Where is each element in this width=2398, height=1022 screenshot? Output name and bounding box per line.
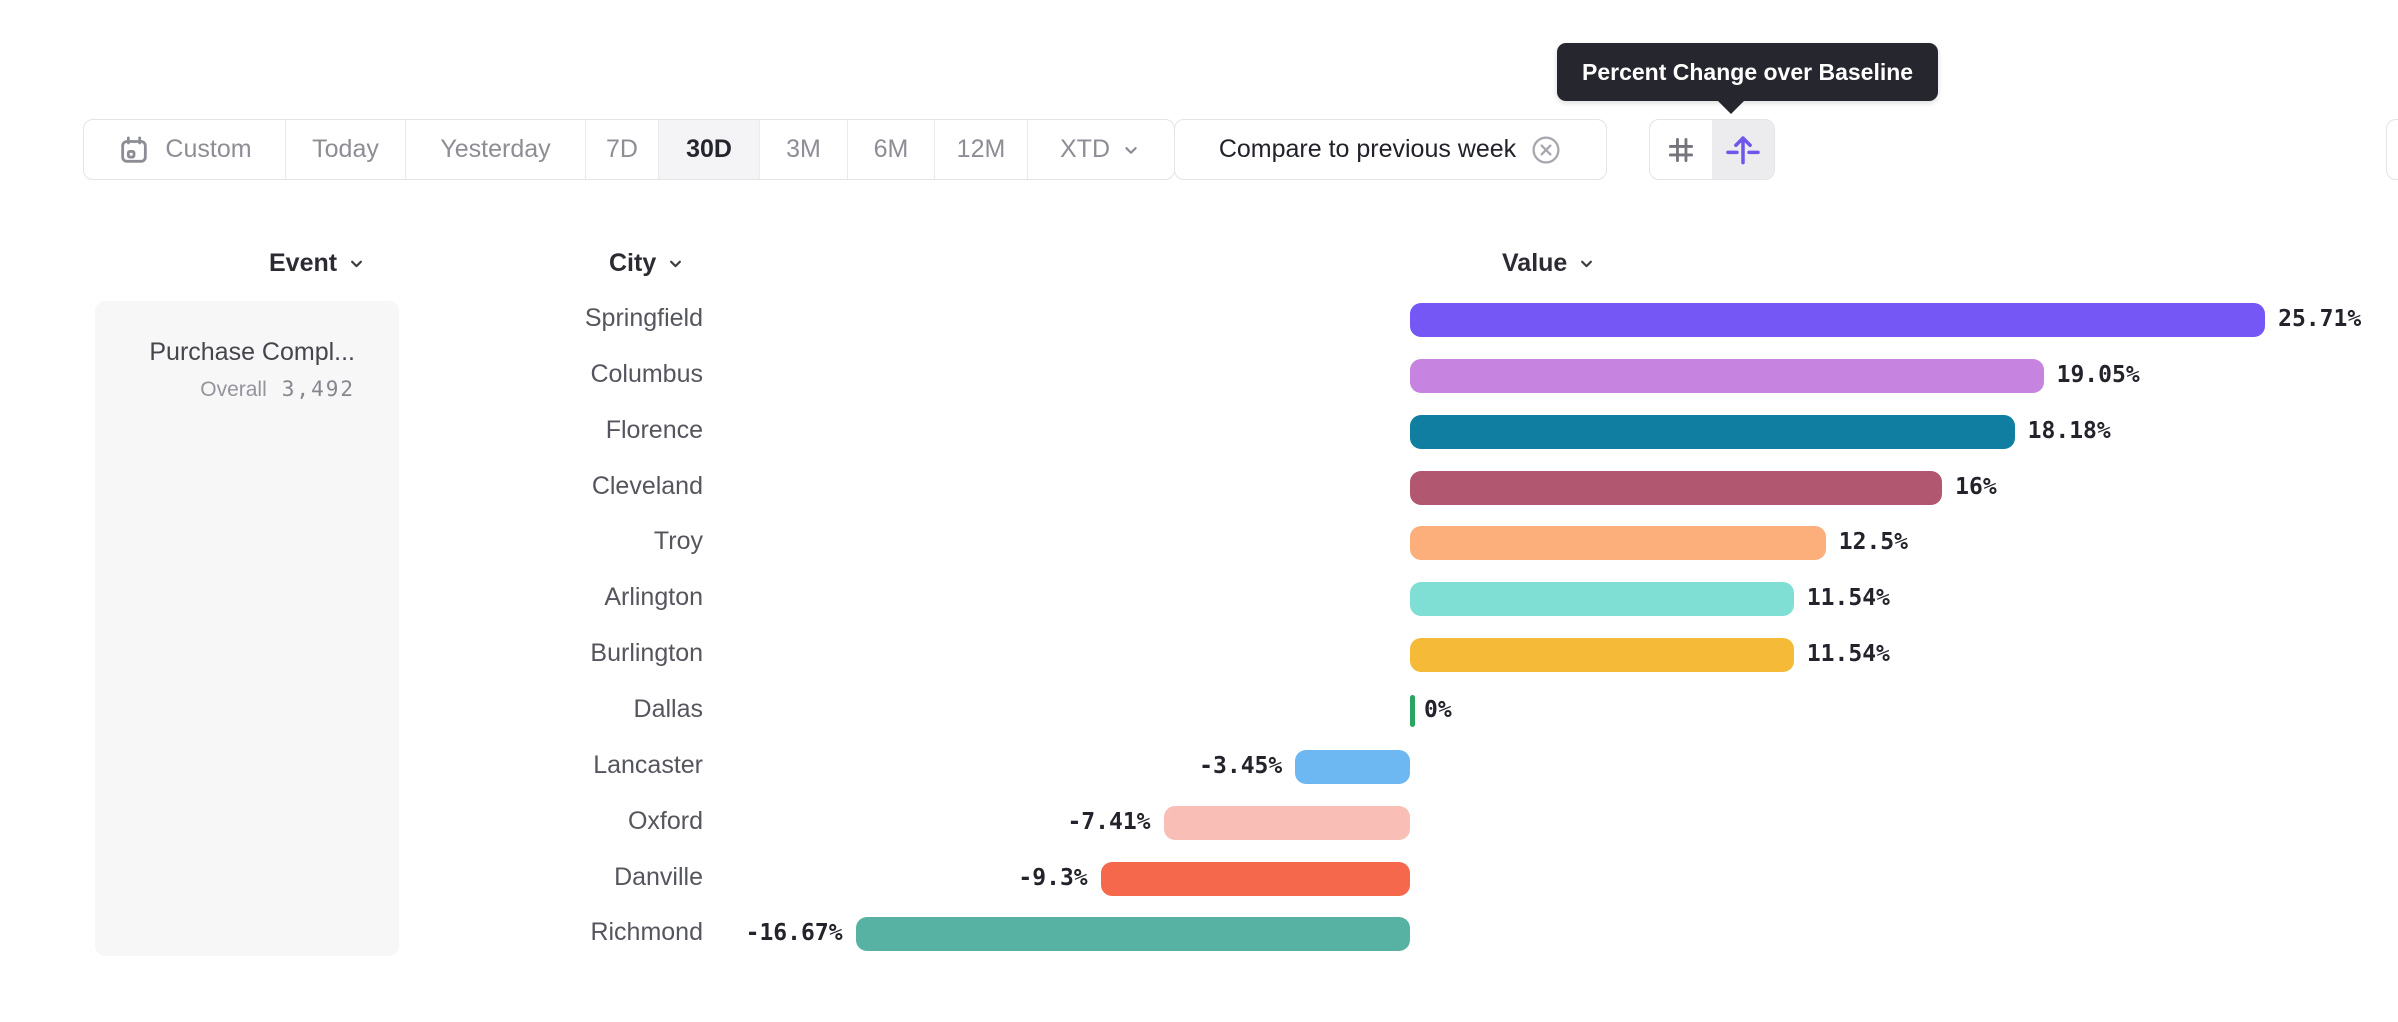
value-bar[interactable] xyxy=(1410,638,1794,673)
date-range-label: 3M xyxy=(786,135,821,163)
column-header-event[interactable]: Event xyxy=(269,247,367,279)
value-label: -7.41% xyxy=(1067,808,1151,835)
value-label: 11.54% xyxy=(1806,641,1890,668)
event-metric-label: Overall xyxy=(200,378,267,401)
city-label: Lancaster xyxy=(593,750,703,779)
value-label: 18.18% xyxy=(2027,417,2111,444)
value-label: 12.5% xyxy=(1838,529,1908,556)
event-metric-value: 3,492 xyxy=(281,377,355,401)
column-header-city[interactable]: City xyxy=(609,247,686,279)
date-range-xtd[interactable]: XTD xyxy=(1027,120,1174,179)
city-label: Burlington xyxy=(590,639,703,668)
value-label: 11.54% xyxy=(1806,585,1890,612)
value-label: 0% xyxy=(1424,697,1452,724)
value-bar[interactable] xyxy=(1410,582,1794,617)
compare-button-label: Compare to previous week xyxy=(1218,135,1517,163)
value-bar[interactable] xyxy=(1410,414,2015,449)
value-bar[interactable] xyxy=(1410,526,1826,561)
date-range-30d[interactable]: 30D xyxy=(658,120,759,179)
date-range-label: 12M xyxy=(956,135,1006,163)
date-range-12m[interactable]: 12M xyxy=(934,120,1027,179)
date-range-today[interactable]: Today xyxy=(285,120,405,179)
value-display-toggle xyxy=(1649,119,1775,180)
tooltip: Percent Change over Baseline xyxy=(1557,43,1939,114)
chevron-down-icon xyxy=(346,253,367,274)
clipped-toolbar-button[interactable] xyxy=(2386,119,2398,180)
date-range-label: 30D xyxy=(686,135,732,163)
date-range-label: Custom xyxy=(165,135,252,163)
city-label: Dallas xyxy=(633,695,703,724)
city-label: Oxford xyxy=(627,806,703,835)
chevron-down-icon xyxy=(1576,253,1597,274)
value-label: -16.67% xyxy=(745,920,843,947)
date-range-label: XTD xyxy=(1060,135,1110,163)
column-header-value[interactable]: Value xyxy=(1502,247,1597,279)
city-label: Cleveland xyxy=(591,471,703,500)
city-label: Troy xyxy=(653,527,703,556)
absolute-values-toggle[interactable] xyxy=(1650,120,1712,179)
date-range-picker: Custom Today Yesterday 7D 30D 3M 6M 12M … xyxy=(83,119,1175,180)
remove-circle-icon[interactable] xyxy=(1530,134,1562,166)
tooltip-text: Percent Change over Baseline xyxy=(1582,58,1914,85)
chevron-down-icon xyxy=(665,253,686,274)
city-label: Arlington xyxy=(604,583,703,612)
event-overall-metric: Overall 3,492 xyxy=(115,377,355,402)
value-bar[interactable] xyxy=(1410,303,2266,337)
date-range-6m[interactable]: 6M xyxy=(847,120,934,179)
event-panel[interactable]: Purchase Compl... Overall 3,492 xyxy=(95,301,399,956)
city-label: Danville xyxy=(614,862,703,891)
city-label: Florence xyxy=(605,415,703,444)
date-range-label: Today xyxy=(312,135,379,163)
calendar-icon xyxy=(117,133,151,167)
city-label: Columbus xyxy=(590,359,703,388)
date-range-yesterday[interactable]: Yesterday xyxy=(405,120,585,179)
tooltip-caret xyxy=(1717,100,1745,114)
date-range-label: 6M xyxy=(873,135,909,163)
date-range-7d[interactable]: 7D xyxy=(585,120,658,179)
city-label: Richmond xyxy=(590,918,703,947)
value-bar[interactable] xyxy=(1410,358,2044,393)
percent-change-toggle[interactable] xyxy=(1712,120,1774,179)
chevron-down-icon xyxy=(1120,139,1142,161)
column-header-label: Event xyxy=(269,248,338,277)
date-range-3m[interactable]: 3M xyxy=(759,120,847,179)
value-label: 25.71% xyxy=(2278,306,2362,332)
hash-grid-icon xyxy=(1664,133,1698,167)
date-range-label: Yesterday xyxy=(440,135,551,163)
value-label: -9.3% xyxy=(1018,864,1088,891)
value-bar[interactable] xyxy=(1410,470,1943,505)
value-label: -3.45% xyxy=(1199,752,1283,779)
event-name: Purchase Compl... xyxy=(149,338,355,366)
column-header-label: City xyxy=(609,248,657,277)
value-bar[interactable] xyxy=(1410,695,1415,728)
value-label: 19.05% xyxy=(2056,361,2140,388)
value-label: 16% xyxy=(1955,473,1997,500)
city-label: Springfield xyxy=(584,304,703,332)
date-range-label: 7D xyxy=(606,135,638,163)
value-bar[interactable] xyxy=(1295,749,1410,784)
date-range-custom[interactable]: Custom xyxy=(84,120,285,179)
value-bar[interactable] xyxy=(855,917,1410,952)
value-bar[interactable] xyxy=(1163,805,1410,840)
column-header-label: Value xyxy=(1502,248,1568,277)
percent-baseline-arrow-icon xyxy=(1724,131,1762,169)
value-bar[interactable] xyxy=(1100,861,1410,896)
compare-button[interactable]: Compare to previous week xyxy=(1174,119,1607,180)
